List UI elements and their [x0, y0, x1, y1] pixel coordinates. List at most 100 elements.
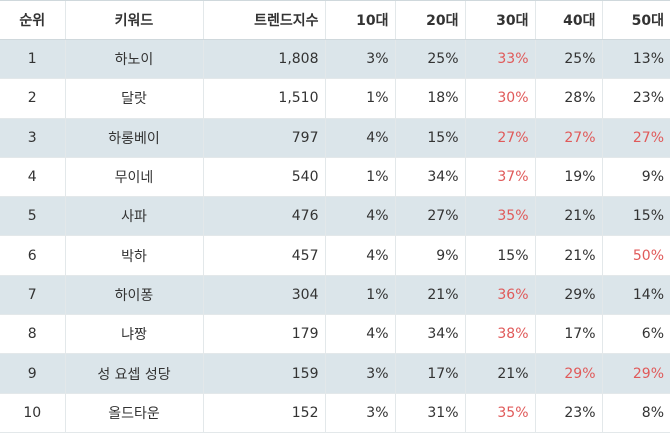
- cell-age-10s: 3%: [324, 353, 395, 394]
- cell-age-10s: 1%: [324, 78, 395, 119]
- cell-keyword: 하이퐁: [64, 275, 203, 316]
- cell-keyword: 하롱베이: [64, 118, 203, 158]
- table-row: 3 하롱베이 797 4% 15% 27% 27% 27%: [0, 118, 670, 158]
- header-age-40s: 40대: [534, 0, 602, 40]
- cell-age-50s: 23%: [601, 78, 670, 119]
- cell-trend-index: 540: [202, 157, 325, 198]
- cell-keyword: 올드타운: [64, 393, 203, 433]
- cell-trend-index: 179: [202, 314, 325, 355]
- cell-age-50s: 8%: [601, 393, 670, 433]
- cell-rank: 8: [0, 314, 65, 355]
- cell-keyword: 박하: [64, 235, 203, 276]
- cell-trend-index: 476: [202, 196, 325, 237]
- cell-age-40s: 19%: [534, 157, 602, 198]
- table-row: 4 무이네 540 1% 34% 37% 19% 9%: [0, 157, 670, 198]
- cell-trend-index: 152: [202, 393, 325, 433]
- cell-age-40s: 29%: [534, 353, 602, 394]
- cell-age-40s: 28%: [534, 78, 602, 119]
- cell-age-20s: 15%: [394, 118, 465, 158]
- cell-age-50s: 14%: [601, 275, 670, 316]
- cell-age-40s: 23%: [534, 393, 602, 433]
- cell-age-30s: 38%: [464, 314, 535, 355]
- cell-keyword: 사파: [64, 196, 203, 237]
- cell-age-20s: 34%: [394, 157, 465, 198]
- cell-keyword: 성 요셉 성당: [64, 353, 203, 394]
- cell-age-30s: 35%: [464, 393, 535, 433]
- cell-age-30s: 33%: [464, 39, 535, 80]
- header-age-10s: 10대: [324, 0, 395, 40]
- cell-age-50s: 9%: [601, 157, 670, 198]
- header-trend-index: 트렌드지수: [202, 0, 325, 40]
- table-row: 2 달랏 1,510 1% 18% 30% 28% 23%: [0, 78, 670, 119]
- cell-age-20s: 25%: [394, 39, 465, 80]
- cell-trend-index: 1,510: [202, 78, 325, 119]
- header-rank: 순위: [0, 0, 65, 40]
- cell-age-50s: 13%: [601, 39, 670, 80]
- cell-age-20s: 31%: [394, 393, 465, 433]
- cell-age-20s: 18%: [394, 78, 465, 119]
- cell-age-30s: 30%: [464, 78, 535, 119]
- table-body: 1 하노이 1,808 3% 25% 33% 25% 13% 2 달랏 1,510 1% 18% 30% 2…: [0, 39, 670, 433]
- cell-age-10s: 4%: [324, 118, 395, 158]
- cell-age-30s: 15%: [464, 235, 535, 276]
- table-row: 8 냐짱 179 4% 34% 38% 17% 6%: [0, 314, 670, 355]
- header-age-50s: 50대: [601, 0, 670, 40]
- cell-age-30s: 27%: [464, 118, 535, 158]
- cell-age-20s: 9%: [394, 235, 465, 276]
- table-row: 5 사파 476 4% 27% 35% 21% 15%: [0, 196, 670, 237]
- cell-age-50s: 27%: [601, 118, 670, 158]
- cell-keyword: 냐짱: [64, 314, 203, 355]
- header-age-30s: 30대: [464, 0, 535, 40]
- cell-age-50s: 50%: [601, 235, 670, 276]
- cell-trend-index: 304: [202, 275, 325, 316]
- cell-age-40s: 25%: [534, 39, 602, 80]
- cell-keyword: 하노이: [64, 39, 203, 80]
- cell-keyword: 달랏: [64, 78, 203, 119]
- cell-age-40s: 29%: [534, 275, 602, 316]
- cell-trend-index: 159: [202, 353, 325, 394]
- cell-rank: 4: [0, 157, 65, 198]
- cell-rank: 2: [0, 78, 65, 119]
- cell-age-30s: 36%: [464, 275, 535, 316]
- cell-age-40s: 27%: [534, 118, 602, 158]
- cell-age-10s: 4%: [324, 235, 395, 276]
- cell-trend-index: 1,808: [202, 39, 325, 80]
- cell-trend-index: 797: [202, 118, 325, 158]
- cell-trend-index: 457: [202, 235, 325, 276]
- cell-age-50s: 15%: [601, 196, 670, 237]
- cell-age-30s: 37%: [464, 157, 535, 198]
- cell-rank: 5: [0, 196, 65, 237]
- cell-rank: 10: [0, 393, 65, 433]
- cell-age-30s: 35%: [464, 196, 535, 237]
- cell-keyword: 무이네: [64, 157, 203, 198]
- cell-rank: 3: [0, 118, 65, 158]
- cell-age-10s: 4%: [324, 196, 395, 237]
- cell-age-10s: 3%: [324, 393, 395, 433]
- header-keyword: 키워드: [64, 0, 203, 40]
- cell-age-50s: 6%: [601, 314, 670, 355]
- cell-age-40s: 17%: [534, 314, 602, 355]
- cell-rank: 1: [0, 39, 65, 80]
- cell-age-10s: 3%: [324, 39, 395, 80]
- cell-age-40s: 21%: [534, 196, 602, 237]
- table-row: 7 하이퐁 304 1% 21% 36% 29% 14%: [0, 275, 670, 316]
- table-row: 1 하노이 1,808 3% 25% 33% 25% 13%: [0, 39, 670, 80]
- cell-age-20s: 34%: [394, 314, 465, 355]
- table-row: 6 박하 457 4% 9% 15% 21% 50%: [0, 235, 670, 276]
- cell-rank: 9: [0, 353, 65, 394]
- cell-age-50s: 29%: [601, 353, 670, 394]
- cell-age-10s: 1%: [324, 275, 395, 316]
- cell-age-20s: 21%: [394, 275, 465, 316]
- cell-age-30s: 21%: [464, 353, 535, 394]
- table-row: 10 올드타운 152 3% 31% 35% 23% 8%: [0, 393, 670, 433]
- header-age-20s: 20대: [394, 0, 465, 40]
- cell-age-20s: 27%: [394, 196, 465, 237]
- cell-rank: 6: [0, 235, 65, 276]
- cell-age-40s: 21%: [534, 235, 602, 276]
- header-row: 순위 키워드 트렌드지수 10대 20대 30대 40대 50대: [0, 0, 670, 40]
- cell-rank: 7: [0, 275, 65, 316]
- cell-age-10s: 1%: [324, 157, 395, 198]
- cell-age-10s: 4%: [324, 314, 395, 355]
